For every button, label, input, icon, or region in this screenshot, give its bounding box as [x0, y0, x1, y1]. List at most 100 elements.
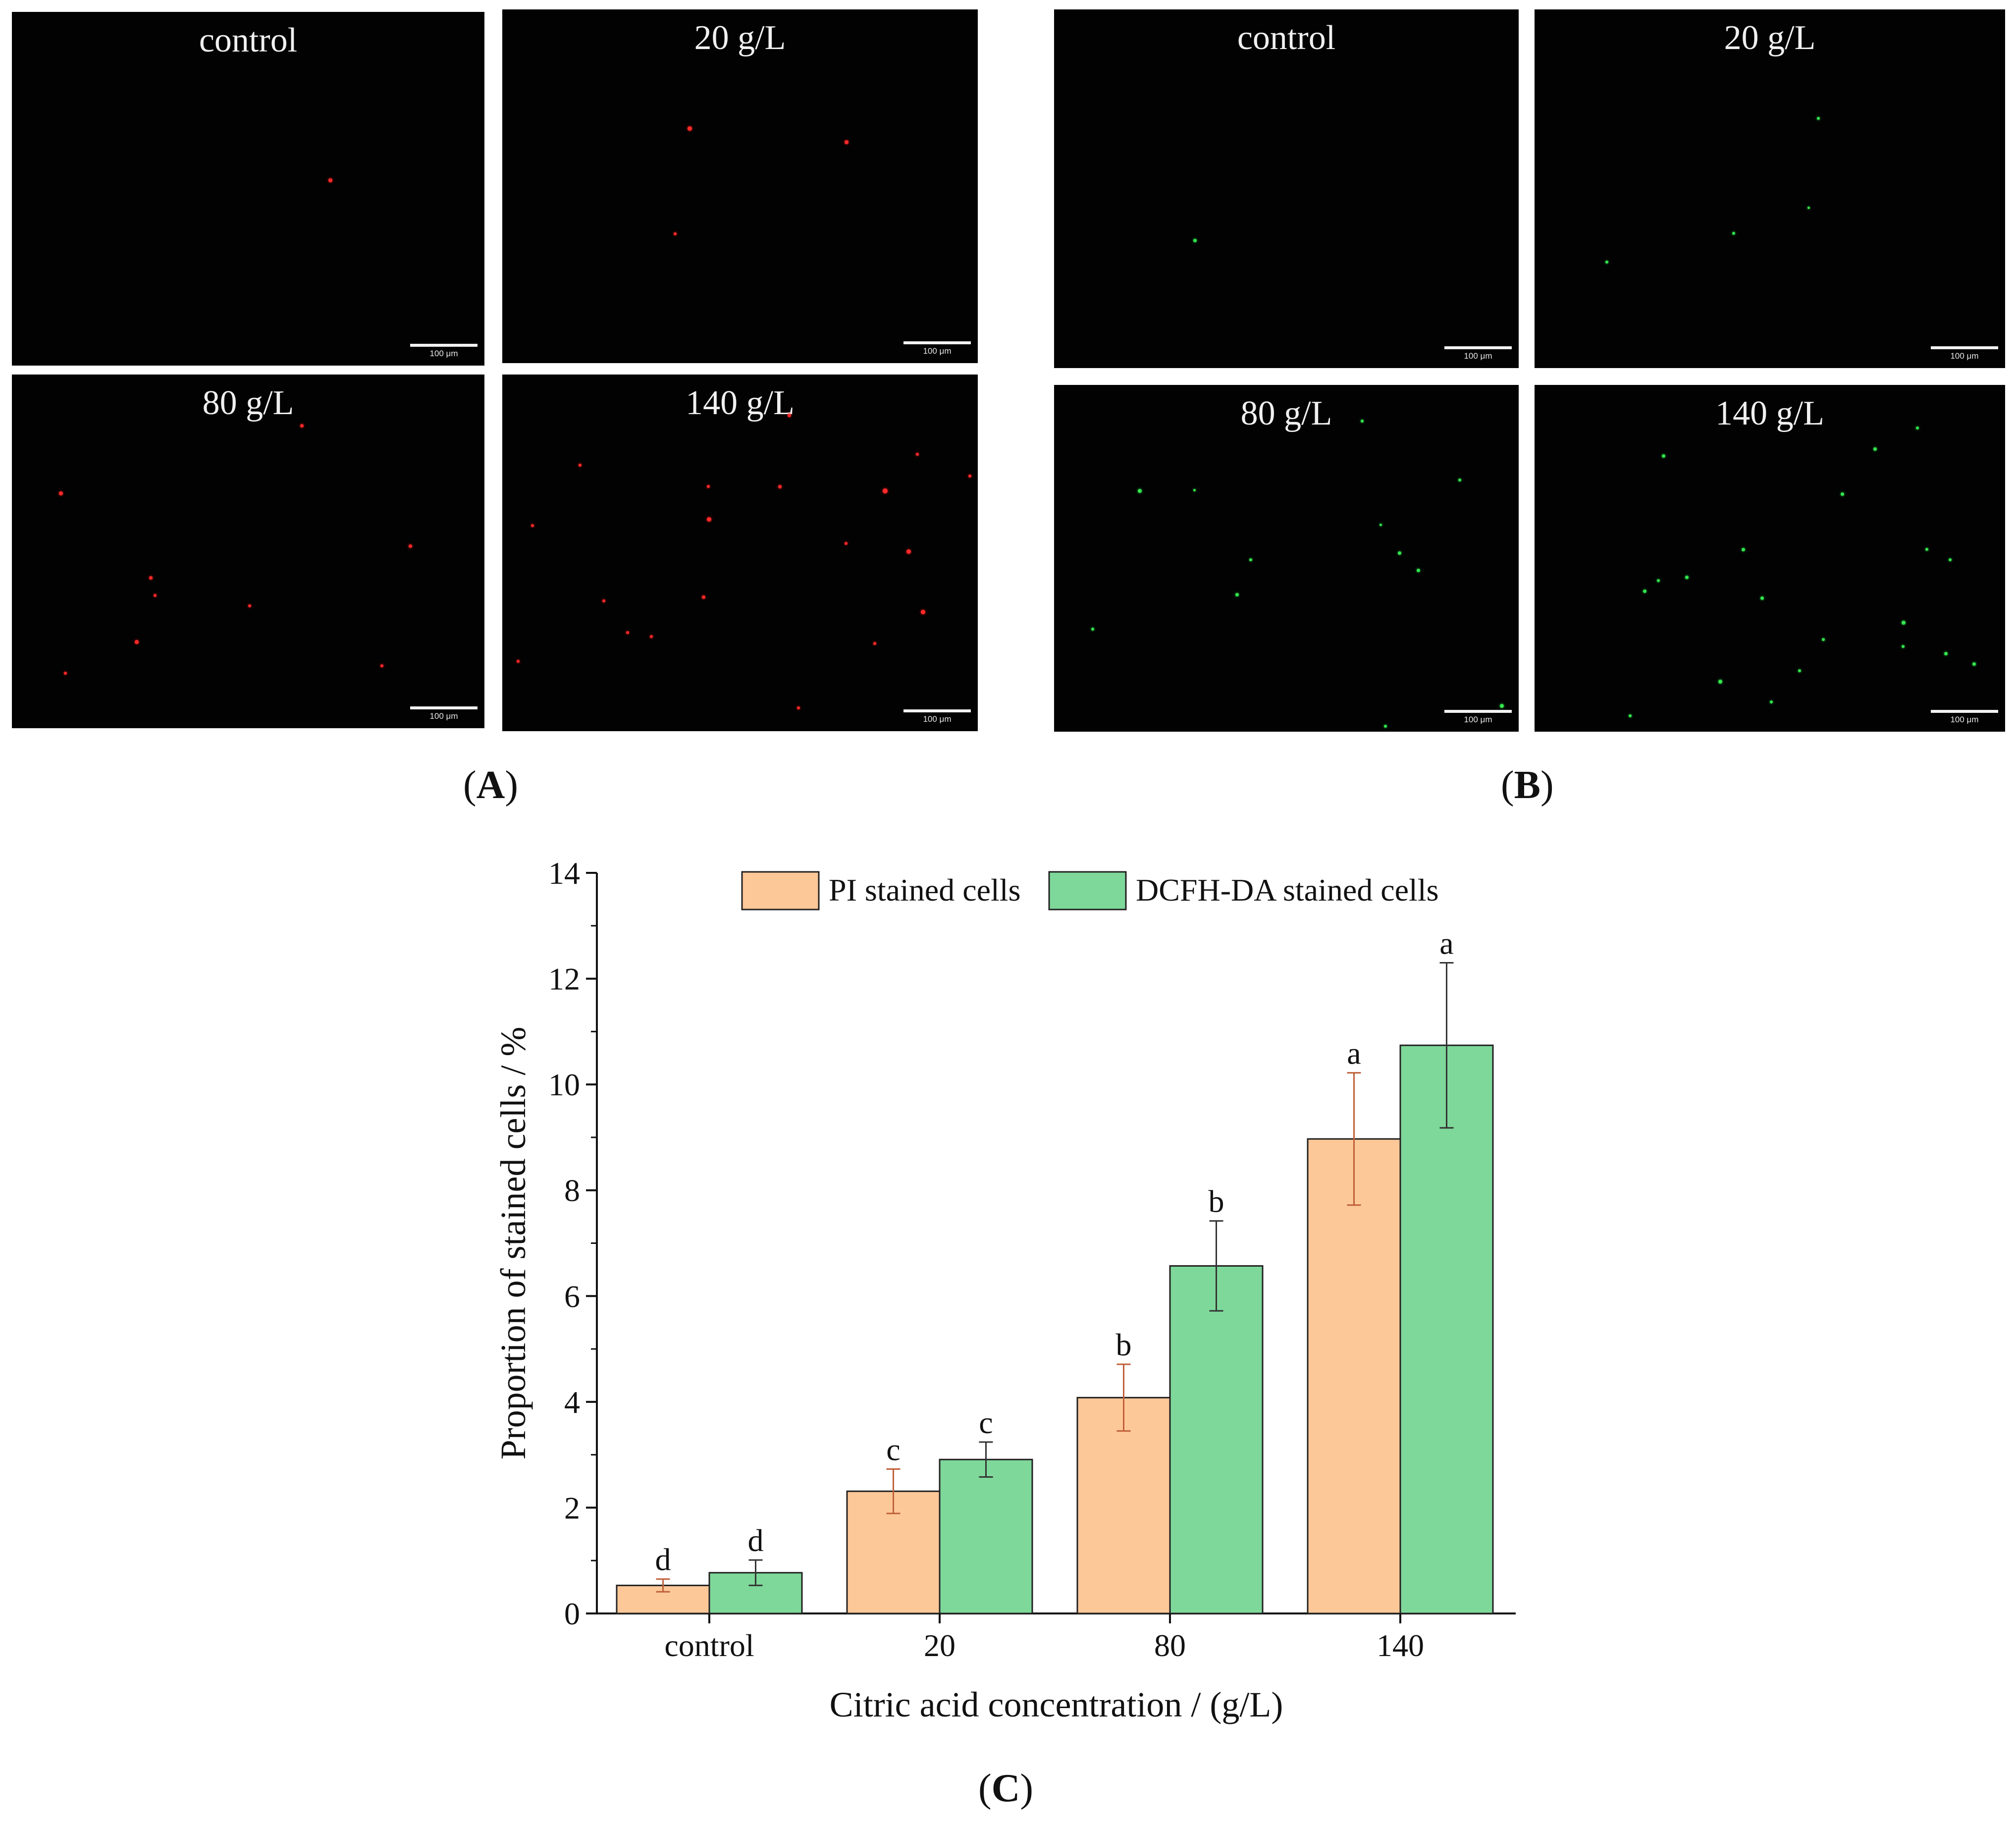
stained-cell-dot: [1193, 489, 1196, 491]
stained-cell-dot: [248, 604, 251, 608]
y-tick-label: 10: [548, 1067, 580, 1102]
stained-cell-dot: [1798, 669, 1801, 672]
stained-cell-dot: [1500, 704, 1504, 708]
stained-cell-dot: [845, 542, 848, 545]
stained-cell-dot: [1398, 551, 1402, 555]
stained-cell-dot: [516, 660, 520, 663]
scale-bar-label: 100 μm: [923, 714, 952, 724]
stained-cell-dot: [300, 424, 304, 428]
y-tick-label: 14: [548, 856, 580, 891]
stained-cell-dot: [135, 640, 139, 644]
x-tick-label: 140: [1377, 1628, 1424, 1663]
stained-cell-dot: [968, 474, 971, 478]
stained-cell-dot: [1458, 479, 1462, 482]
scale-bar-label: 100 μm: [429, 711, 458, 721]
stained-cell-dot: [1902, 621, 1906, 625]
y-tick-label: 2: [564, 1490, 580, 1525]
stained-cell-dot: [1137, 489, 1142, 493]
significance-letter: d: [748, 1523, 764, 1558]
stained-cell-dot: [328, 178, 333, 182]
stained-cell-dot: [1249, 558, 1252, 561]
panel-title: 80 g/L: [202, 384, 294, 422]
scale-bar: 100 μm: [1931, 346, 1998, 361]
stained-cell-dot: [1944, 652, 1948, 655]
a-panel-2: 20 g/L 100 μm: [502, 9, 978, 363]
bar: [1169, 1265, 1264, 1614]
panel-title: 80 g/L: [1240, 394, 1332, 432]
significance-letter: d: [655, 1542, 671, 1577]
stained-cell-dot: [1416, 569, 1420, 572]
stained-cell-dot: [531, 524, 534, 528]
b-panel-4: 140 g/L 100 μm: [1535, 385, 2005, 732]
stained-cell-dot: [706, 517, 711, 522]
significance-letter: c: [886, 1432, 900, 1467]
stained-cell-dot: [1972, 662, 1976, 666]
stained-cell-dot: [1685, 576, 1689, 579]
b-panel-2: 20 g/L 100 μm: [1535, 9, 2005, 368]
stained-cell-dot: [1383, 725, 1387, 728]
stained-cell-dot: [883, 488, 888, 494]
stained-cell-dot: [1718, 680, 1722, 684]
stained-cell-dot: [1235, 593, 1239, 596]
stained-cell-dot: [602, 599, 605, 602]
stained-cell-dot: [920, 610, 925, 615]
stained-cell-dot: [673, 232, 677, 235]
panel-title: 140 g/L: [686, 384, 795, 422]
stained-cell-dot: [1629, 714, 1632, 717]
scale-bar: 100 μm: [903, 341, 971, 356]
scale-bar-label: 100 μm: [1464, 715, 1492, 724]
stained-cell-dot: [1770, 700, 1773, 703]
stained-cell-dot: [649, 635, 653, 638]
stained-cell-dot: [380, 664, 384, 668]
stained-cell-dot: [1361, 420, 1364, 423]
stained-cell-dot: [873, 642, 876, 645]
stained-cell-dot: [702, 595, 706, 599]
panel-title: control: [199, 21, 298, 59]
scale-bar-label: 100 μm: [1950, 351, 1979, 361]
scale-bar: 100 μm: [1444, 710, 1512, 725]
stained-cell-dot: [906, 549, 911, 554]
stained-cell-dot: [1379, 524, 1382, 526]
scale-bar: 100 μm: [1444, 346, 1512, 361]
scale-bar-label: 100 μm: [923, 346, 952, 356]
panel-label-c: (C): [978, 1767, 1034, 1810]
b-panel-1: control 100 μm: [1054, 9, 1519, 368]
stained-cell-dot: [63, 671, 67, 675]
stained-cell-dot: [409, 544, 413, 548]
scale-bar: 100 μm: [410, 706, 477, 721]
b-panel-3: 80 g/L 100 μm: [1054, 385, 1519, 732]
stained-cell-dot: [1643, 590, 1646, 593]
stained-cell-dot: [797, 706, 800, 709]
stained-cell-dot: [1742, 548, 1745, 551]
panel-label-a-text: A: [476, 763, 505, 807]
stained-cell-dot: [1091, 628, 1095, 631]
scale-bar-label: 100 μm: [1464, 351, 1492, 361]
stained-cell-dot: [1193, 239, 1197, 243]
stained-cell-dot: [1817, 117, 1820, 120]
bar: [939, 1458, 1033, 1614]
stained-cell-dot: [1840, 492, 1844, 496]
stained-cell-dot: [1821, 638, 1825, 641]
panel-title: control: [1237, 19, 1336, 57]
stained-cell-dot: [1732, 231, 1735, 235]
bar: [1307, 1138, 1401, 1614]
scale-bar: 100 μm: [1931, 710, 1998, 725]
stained-cell-dot: [1661, 454, 1665, 458]
stained-cell-dot: [1760, 596, 1764, 600]
panel-title: 20 g/L: [694, 19, 786, 57]
x-tick-label: 80: [1154, 1628, 1186, 1663]
legend-label: PI stained cells: [829, 872, 1020, 908]
stained-cell-dot: [154, 593, 157, 597]
a-panel-1: control 100 μm: [12, 12, 484, 366]
scale-bar-label: 100 μm: [429, 349, 458, 358]
significance-letter: b: [1209, 1184, 1224, 1219]
stained-cell-dot: [1915, 427, 1919, 429]
legend-swatch: [1048, 871, 1127, 911]
panel-label-c-text: C: [991, 1767, 1020, 1810]
x-tick-label: 20: [924, 1628, 955, 1663]
panel-label-a: (A): [463, 763, 519, 807]
bar: [1399, 1044, 1494, 1614]
y-axis-label: Proportion of stained cells / %: [493, 1027, 533, 1460]
stained-cell-dot: [1949, 558, 1952, 561]
panel-label-b-text: B: [1514, 763, 1540, 807]
